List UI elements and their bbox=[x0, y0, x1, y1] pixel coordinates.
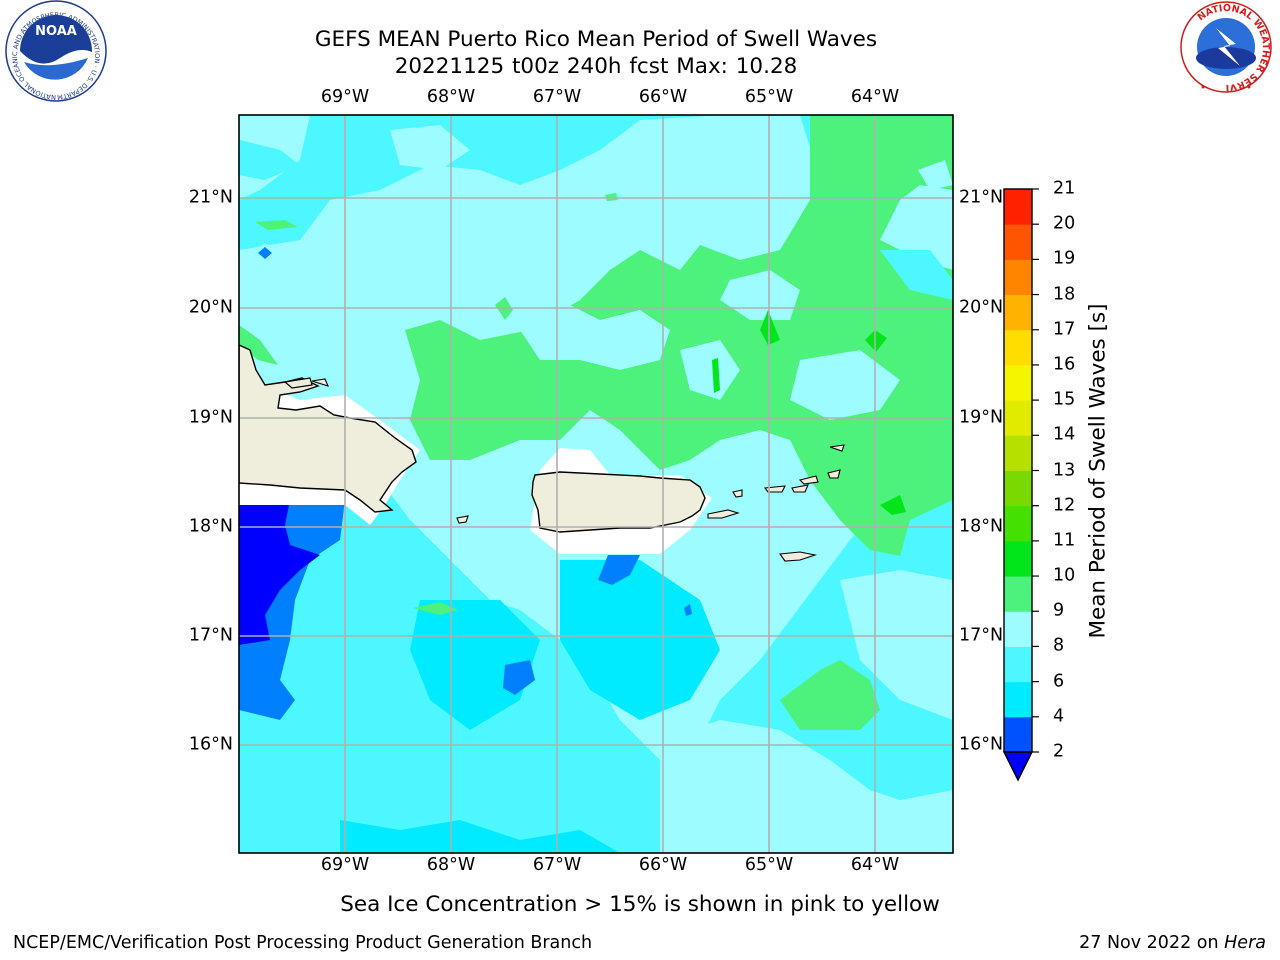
lat-label-left: 19°N bbox=[188, 407, 233, 428]
map-frame bbox=[238, 114, 954, 854]
colorbar-tick-label: 14 bbox=[1053, 424, 1076, 445]
lon-label-top: 64°W bbox=[850, 87, 900, 107]
footer-host: Hera bbox=[1224, 933, 1266, 953]
lat-label-right: 17°N bbox=[959, 625, 1004, 646]
svg-text:NATIONAL WEATHER SERVICE: NATIONAL WEATHER SERVICE bbox=[0, 0, 1271, 93]
colorbar-tick-label: 10 bbox=[1053, 565, 1076, 586]
lat-label-left: 18°N bbox=[188, 516, 233, 537]
lat-label-right: 19°N bbox=[959, 407, 1004, 428]
colorbar-segment bbox=[1004, 646, 1032, 683]
colorbar-tick-label: 21 bbox=[1053, 178, 1076, 199]
noaa-logo-text: NOAA bbox=[35, 24, 77, 39]
lon-label-bottom: 65°W bbox=[744, 855, 794, 875]
colorbar-tick-label: 13 bbox=[1053, 459, 1076, 480]
sea-ice-note: Sea Ice Concentration > 15% is shown in … bbox=[340, 892, 940, 917]
colorbar-tick-label: 11 bbox=[1053, 530, 1076, 551]
lon-label-top: 68°W bbox=[426, 87, 476, 107]
lat-label-left: 16°N bbox=[188, 734, 233, 755]
lon-label-top: 66°W bbox=[638, 87, 688, 107]
colorbar-segment bbox=[1004, 470, 1032, 507]
lat-label-right: 18°N bbox=[959, 516, 1004, 537]
colorbar-tick-label: 9 bbox=[1053, 600, 1065, 621]
footer-date: 27 Nov 2022 on Hera bbox=[1079, 933, 1266, 953]
colorbar-tick-label: 8 bbox=[1053, 635, 1065, 656]
map-plot-area bbox=[239, 115, 953, 853]
lat-label-right: 21°N bbox=[959, 187, 1004, 208]
lat-label-left: 21°N bbox=[188, 187, 233, 208]
colorbar-segment bbox=[1004, 189, 1032, 225]
lat-label-left: 20°N bbox=[188, 297, 233, 318]
colorbar-segment bbox=[1004, 611, 1032, 647]
footer-date-text: 27 Nov 2022 on bbox=[1079, 933, 1225, 953]
nws-logo: NATIONAL WEATHER SERVICE bbox=[0, 0, 1272, 93]
colorbar-tick-label: 16 bbox=[1053, 354, 1076, 375]
noaa-logo: NATIONAL OCEANIC AND ATMOSPHERIC ADMINIS… bbox=[0, 0, 107, 102]
colorbar-tick-label: 12 bbox=[1053, 494, 1076, 515]
footer-branch: NCEP/EMC/Verification Post Processing Pr… bbox=[13, 933, 593, 953]
colorbar-tick-label: 19 bbox=[1053, 248, 1076, 269]
colorbar-segment bbox=[1004, 224, 1032, 260]
chart-subtitle-run: 20221125 t00z 240h fcst Max: 10.28 bbox=[394, 54, 798, 79]
nws-ring-text: NATIONAL WEATHER SERVICE bbox=[0, 0, 1271, 93]
lon-label-top: 65°W bbox=[744, 87, 794, 107]
colorbar-under-extension bbox=[1002, 751, 1034, 782]
lon-label-bottom: 67°W bbox=[532, 855, 582, 875]
colorbar bbox=[1002, 188, 1039, 782]
colorbar-tick-label: 15 bbox=[1053, 389, 1076, 410]
lon-label-bottom: 64°W bbox=[850, 855, 900, 875]
lon-label-bottom: 69°W bbox=[320, 855, 370, 875]
colorbar-label: Mean Period of Swell Waves [s] bbox=[1085, 303, 1111, 639]
colorbar-segment bbox=[1004, 259, 1032, 296]
lon-label-bottom: 66°W bbox=[638, 855, 688, 875]
colorbar-tick-label: 17 bbox=[1053, 319, 1076, 339]
colorbar-segment bbox=[1004, 716, 1032, 753]
colorbar-tick-label: 6 bbox=[1053, 670, 1065, 691]
lon-label-top: 67°W bbox=[532, 87, 582, 107]
colorbar-tick-label: 4 bbox=[1053, 706, 1065, 727]
colorbar-segment bbox=[1004, 364, 1032, 401]
lat-label-left: 17°N bbox=[188, 625, 233, 646]
lon-label-bottom: 68°W bbox=[426, 855, 476, 875]
lat-label-right: 16°N bbox=[959, 734, 1004, 755]
colorbar-tick-label: 20 bbox=[1053, 213, 1076, 234]
colorbar-segment bbox=[1004, 681, 1032, 718]
colorbar-segment bbox=[1004, 294, 1032, 331]
colorbar-segment bbox=[1004, 435, 1032, 471]
colorbar-segment bbox=[1004, 540, 1032, 577]
colorbar-segment bbox=[1004, 400, 1032, 436]
colorbar-segment bbox=[1004, 505, 1032, 542]
colorbar-tick-label: 2 bbox=[1053, 741, 1065, 762]
chart-title: GEFS MEAN Puerto Rico Mean Period of Swe… bbox=[314, 27, 878, 52]
colorbar-segment bbox=[1004, 576, 1032, 612]
colorbar-tick-label: 18 bbox=[1053, 283, 1076, 304]
lat-label-right: 20°N bbox=[959, 297, 1004, 318]
map-gridlines bbox=[239, 115, 953, 853]
colorbar-segment bbox=[1004, 329, 1032, 366]
lon-label-top: 69°W bbox=[320, 87, 370, 107]
